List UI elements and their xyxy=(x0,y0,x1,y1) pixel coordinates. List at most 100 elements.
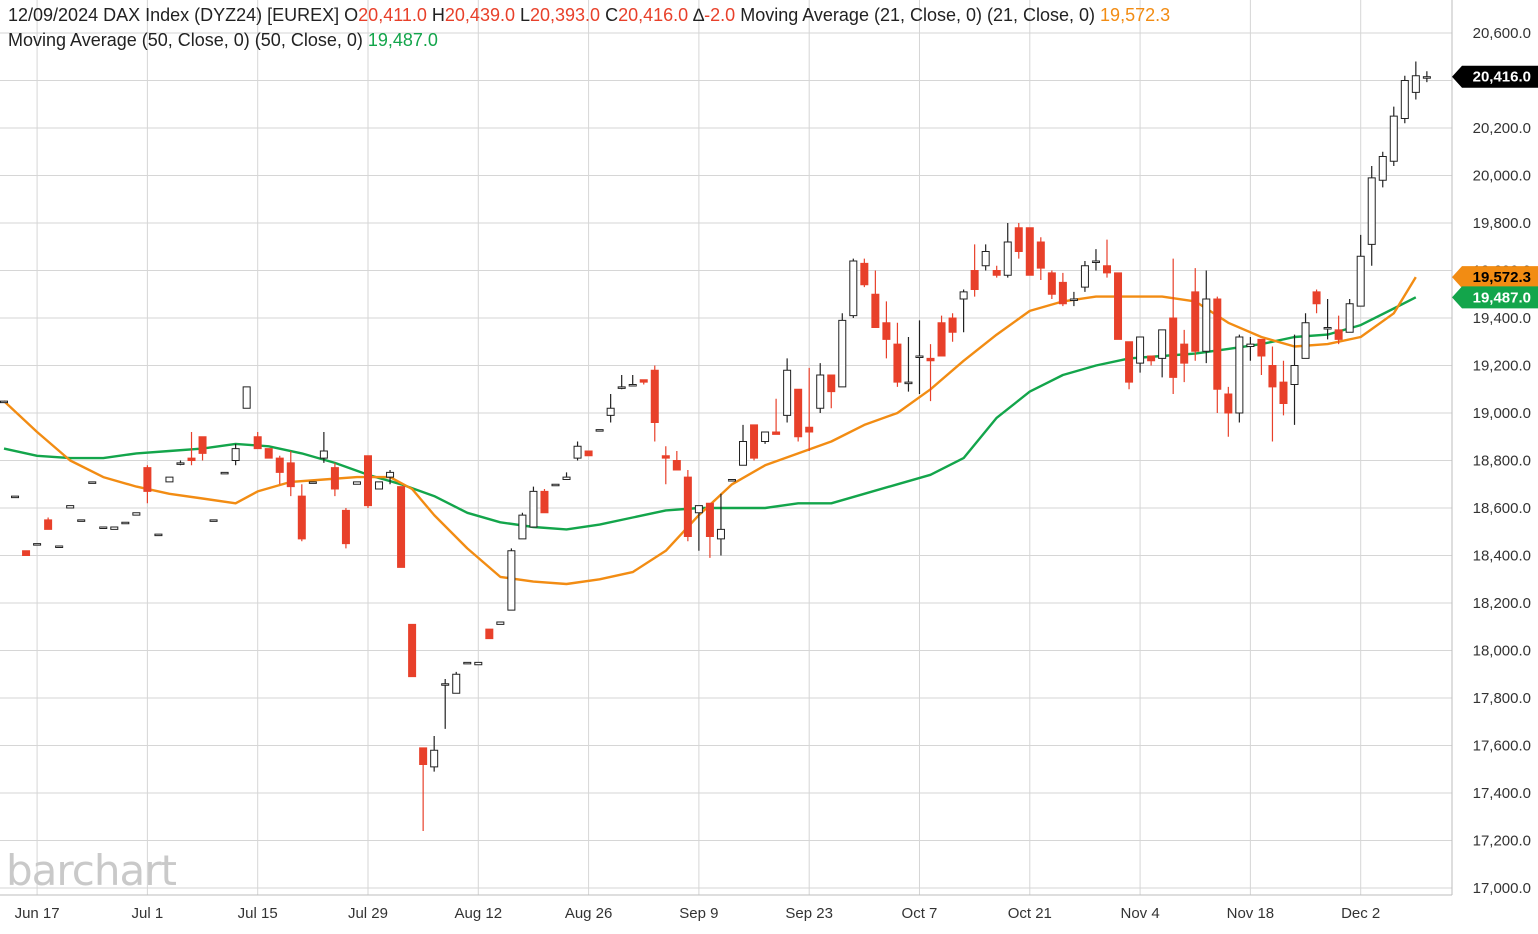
candle-body xyxy=(816,374,825,409)
candle xyxy=(1411,61,1420,100)
y-tick-label: 20,200.0 xyxy=(1473,120,1531,137)
candle-body xyxy=(992,270,1001,276)
header-segment: -2.0 xyxy=(704,5,736,25)
candle-body xyxy=(948,317,957,333)
candle xyxy=(1047,270,1056,299)
header-segment: H xyxy=(426,5,445,25)
candle xyxy=(639,379,648,385)
candle xyxy=(1025,227,1034,276)
candle-body xyxy=(187,457,196,461)
candle-body xyxy=(363,455,372,507)
candle xyxy=(452,671,461,694)
candle xyxy=(220,471,229,475)
y-tick-label: 18,000.0 xyxy=(1473,643,1531,660)
candle xyxy=(352,481,361,485)
candle xyxy=(187,432,196,466)
candle xyxy=(264,448,273,459)
last-price-badge-shape xyxy=(1452,65,1538,88)
x-tick-label: Nov 18 xyxy=(1227,905,1275,922)
candle-body xyxy=(22,550,31,556)
candle-body xyxy=(606,407,615,416)
y-tick-label: 17,600.0 xyxy=(1473,738,1531,755)
candle xyxy=(1169,258,1178,394)
candle xyxy=(0,400,8,404)
candle xyxy=(1114,272,1123,340)
candle xyxy=(1257,338,1266,375)
candle xyxy=(1091,249,1100,271)
candle-body xyxy=(705,502,714,537)
x-tick-label: Nov 4 xyxy=(1120,905,1159,922)
candle-body xyxy=(1400,80,1409,119)
candle-body xyxy=(1290,365,1299,385)
candle-body xyxy=(474,661,483,666)
candle-body xyxy=(264,448,273,459)
candle xyxy=(562,472,571,480)
candle xyxy=(1158,329,1167,378)
candle-body xyxy=(904,381,913,385)
candle-body xyxy=(827,374,836,393)
candle-body xyxy=(77,519,86,522)
candle xyxy=(595,429,604,432)
candle xyxy=(573,441,582,461)
candle xyxy=(110,526,119,530)
ma21-badge-shape xyxy=(1452,266,1538,289)
candle xyxy=(540,489,549,514)
candle-body xyxy=(518,514,527,540)
candle-body xyxy=(1091,260,1100,263)
candle xyxy=(1125,341,1134,390)
candle-body xyxy=(926,357,935,362)
last-price-badge-text: 20,416.0 xyxy=(1473,69,1531,86)
candle-body xyxy=(352,481,361,485)
candle xyxy=(1301,313,1310,359)
candle-body xyxy=(716,528,725,540)
candle xyxy=(1356,234,1365,307)
candle xyxy=(860,258,869,288)
candle-body xyxy=(860,262,869,286)
candle-body xyxy=(1058,281,1067,305)
last-price-badge: 20,416.0 xyxy=(1452,65,1538,88)
candle xyxy=(694,505,703,551)
candle xyxy=(1103,239,1111,278)
candle-body xyxy=(838,319,847,388)
candle-body xyxy=(1047,272,1056,295)
candle-body xyxy=(937,322,946,357)
candle xyxy=(507,548,516,611)
candle xyxy=(716,493,725,556)
x-tick-label: Sep 9 xyxy=(679,905,718,922)
header-segment: 19,572.3 xyxy=(1100,5,1171,25)
candle xyxy=(1400,75,1409,124)
candle xyxy=(397,486,406,568)
candle xyxy=(1334,315,1343,345)
candle xyxy=(496,621,505,625)
candle-body xyxy=(165,476,174,483)
candle xyxy=(1389,106,1398,166)
candle-body xyxy=(242,386,251,409)
candle xyxy=(794,388,803,442)
candle xyxy=(518,512,527,540)
candle xyxy=(1202,270,1211,364)
candle-body xyxy=(463,661,472,665)
candle-body xyxy=(121,521,130,525)
candle xyxy=(143,465,152,504)
candle-body xyxy=(1378,156,1387,181)
ma50-line xyxy=(3,296,1417,531)
header-segment: 20,416.0 xyxy=(618,5,689,25)
candle xyxy=(485,628,494,640)
candle-body xyxy=(650,369,659,423)
candle-body xyxy=(1036,241,1045,269)
candle xyxy=(1058,272,1067,307)
candle xyxy=(66,505,75,509)
candle xyxy=(474,661,483,666)
candle xyxy=(132,512,141,516)
candle-body xyxy=(805,426,814,433)
candle xyxy=(948,313,957,342)
ma21-badge-text: 19,572.3 xyxy=(1473,269,1531,286)
candle xyxy=(408,623,417,678)
candle xyxy=(672,451,681,471)
candle xyxy=(1003,223,1012,278)
candle xyxy=(375,481,384,490)
candle-body xyxy=(308,481,317,484)
grid-layer xyxy=(0,0,1452,895)
